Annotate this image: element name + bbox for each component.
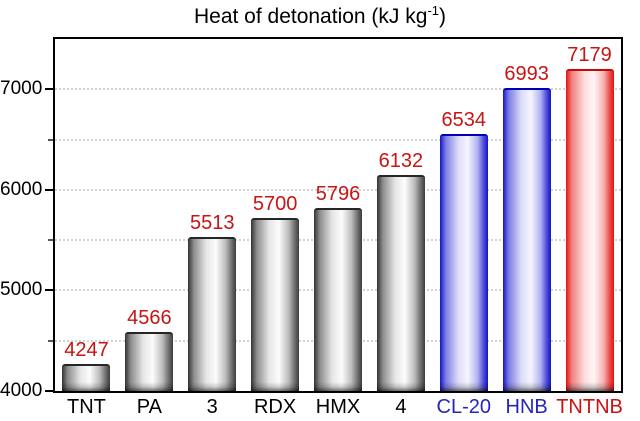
gridline (55, 188, 621, 191)
gridline (55, 138, 621, 141)
bar-3 (188, 237, 237, 391)
gridline (55, 88, 621, 91)
bar-value-label: 4247 (64, 339, 109, 362)
y-axis-major-tick (45, 289, 53, 292)
y-axis-minor-tick (48, 239, 53, 242)
y-axis-tick-label: 5000 (0, 279, 43, 301)
x-axis-label-4: 4 (395, 396, 407, 418)
chart-title-close-paren: ) (439, 5, 447, 28)
bar-HNB (502, 88, 551, 391)
y-axis-major-tick (45, 88, 53, 91)
y-axis-tick-label: 6000 (0, 178, 43, 200)
bar-value-label: 5513 (189, 211, 235, 234)
bar-RDX (251, 218, 300, 391)
x-axis-label-HNB: HNB (505, 396, 548, 418)
bar-4 (376, 175, 425, 391)
y-axis-minor-tick (48, 339, 53, 342)
bar-HMX (314, 208, 362, 391)
bar-value-label: 5796 (315, 183, 361, 206)
y-axis-major-tick (45, 390, 53, 392)
bar-value-label: 5700 (252, 193, 298, 216)
x-axis-label-TNT: TNT (66, 396, 106, 418)
x-axis-label-CL-20: CL-20 (436, 396, 491, 418)
x-axis-label-PA: PA (136, 396, 162, 418)
bar-CL-20 (439, 134, 488, 391)
chart-title-superscript: -1 (427, 3, 440, 18)
x-axis-label-HMX: HMX (315, 396, 361, 418)
x-axis-label-RDX: RDX (253, 396, 297, 418)
bar-value-label: 6132 (378, 149, 424, 172)
bar-value-label: 6534 (441, 109, 487, 132)
plot-area: 4247 4566 5513 5700 5796 6132 6534 6993 7179 (55, 39, 621, 391)
x-axis-label-TNTNB: TNTNB (556, 396, 623, 418)
chart-title-text: Heat of detonation (kJ kg (193, 5, 428, 28)
bar-TNT (62, 364, 111, 391)
y-axis-tick-label: 7000 (0, 78, 43, 100)
bar-TNTNB (565, 69, 614, 391)
chart-title: Heat of detonation (kJ kg-1) (0, 3, 640, 29)
bar-value-label: 6993 (504, 63, 549, 85)
x-axis-label-3: 3 (206, 396, 218, 418)
y-axis-tick-label: 4000 (0, 380, 43, 401)
bar-value-label: 7179 (567, 44, 612, 67)
y-axis-major-tick (45, 188, 53, 191)
bar-value-label: 4566 (127, 307, 172, 330)
bar-PA (125, 332, 174, 391)
y-axis-minor-tick (48, 138, 53, 141)
